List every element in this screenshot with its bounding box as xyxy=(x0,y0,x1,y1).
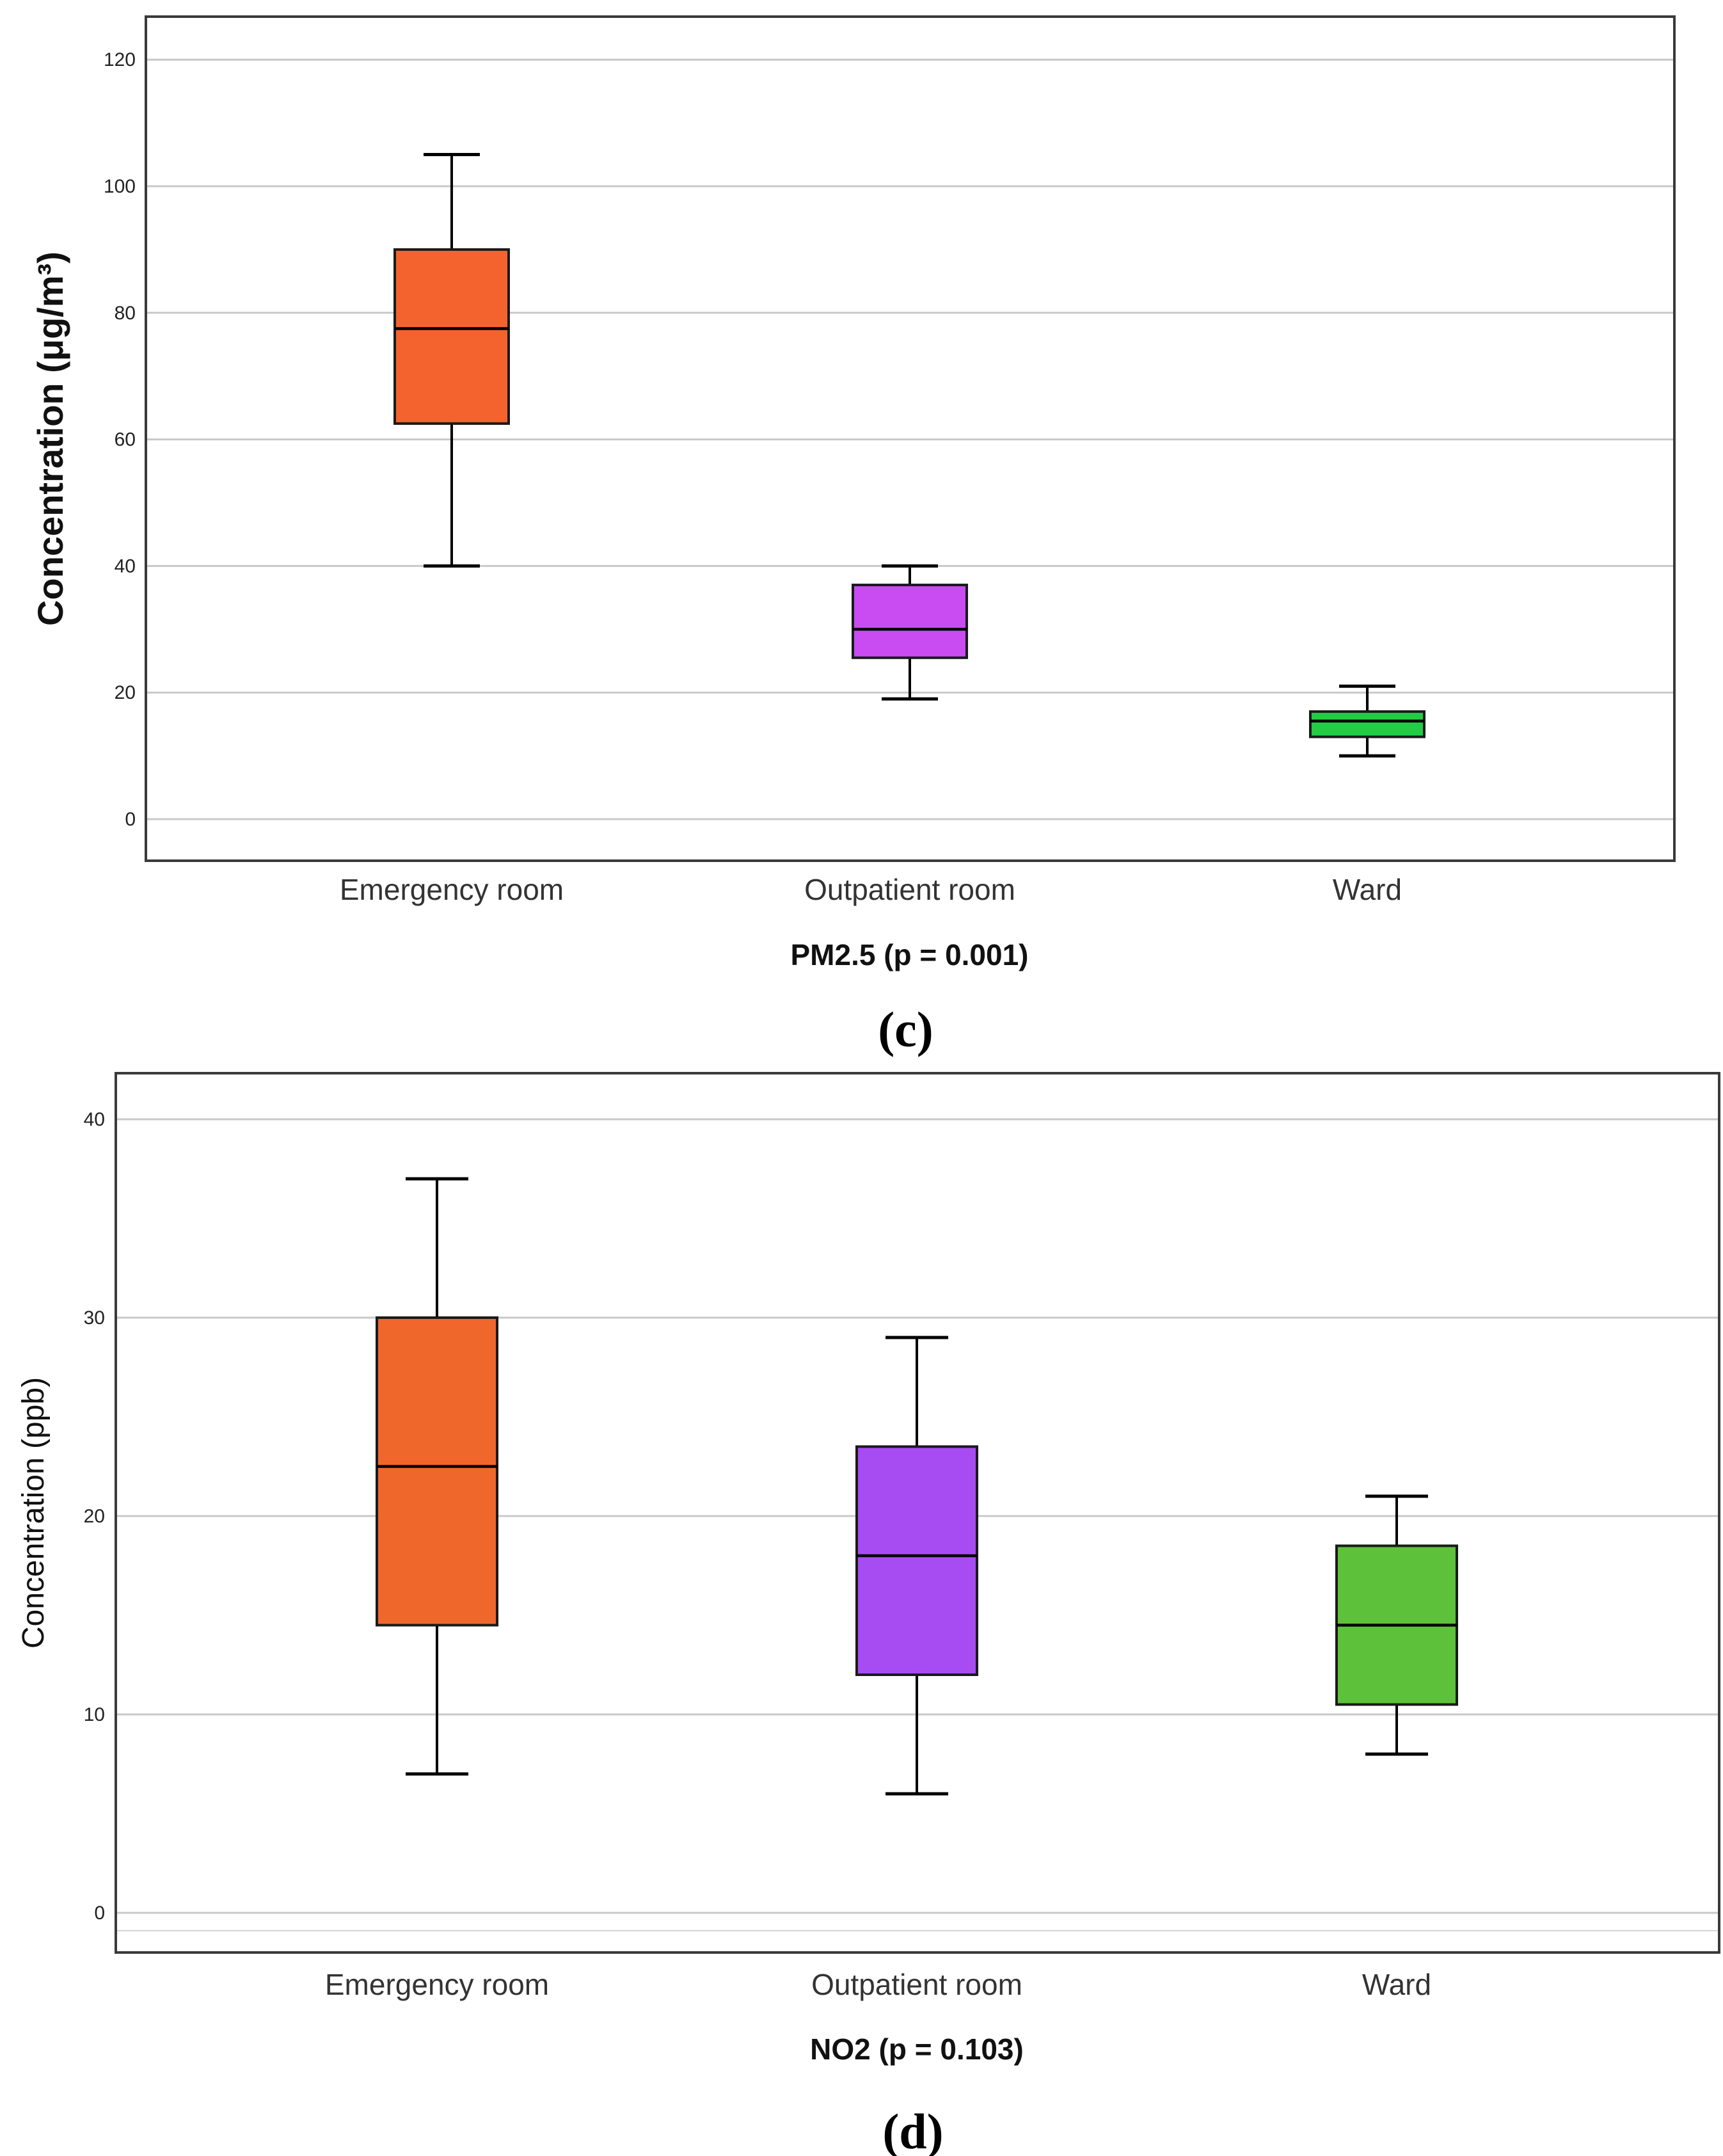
y-tick-label: 10 xyxy=(84,1704,105,1725)
y-tick-label: 30 xyxy=(84,1307,105,1329)
x-axis-title: PM2.5 (p = 0.001) xyxy=(791,938,1029,971)
y-tick-label: 0 xyxy=(94,1903,105,1924)
box-emergency-room xyxy=(376,1177,498,1776)
iqr-box xyxy=(393,248,510,425)
panel-label: (d) xyxy=(882,2104,943,2156)
chart-panel-c: 0 20 40 60 80 100 120 Emergency room Outpatient … xyxy=(30,15,1676,1057)
box-ward xyxy=(1309,684,1425,758)
x-category-label: Ward xyxy=(1333,873,1402,906)
y-tick-label: 40 xyxy=(115,555,136,577)
x-axis-title: NO2 (p = 0.103) xyxy=(810,2032,1024,2066)
y-axis-title: Concentration (ppb) xyxy=(17,1377,51,1649)
chart-panel-d: 0 10 20 30 40 Emergency room Outpatient room Wa… xyxy=(17,1072,1720,2156)
y-tick-label: 120 xyxy=(104,49,136,70)
y-tick-label: 20 xyxy=(115,682,136,703)
iqr-box xyxy=(855,1445,978,1676)
y-tick-label: 40 xyxy=(84,1109,105,1130)
y-tick-label: 100 xyxy=(104,176,136,197)
iqr-box xyxy=(1309,710,1425,739)
iqr-box xyxy=(376,1316,498,1627)
x-category-label: Outpatient room xyxy=(804,873,1015,906)
panel-label: (c) xyxy=(878,1002,933,1057)
iqr-box xyxy=(852,584,968,659)
y-axis-title: Concentration (μg/m³) xyxy=(30,252,70,626)
y-tick-label: 80 xyxy=(115,303,136,324)
y-tick-label: 0 xyxy=(125,809,136,830)
x-category-label: Outpatient room xyxy=(811,1968,1022,2001)
y-tick-label: 20 xyxy=(84,1506,105,1527)
box-outpatient-room xyxy=(855,1336,978,1796)
x-category-label: Ward xyxy=(1362,1968,1431,2001)
x-category-label: Emergency room xyxy=(325,1968,549,2001)
box-ward xyxy=(1335,1494,1458,1756)
box-emergency-room xyxy=(393,153,510,568)
plot-frame xyxy=(145,15,1676,862)
box-outpatient-room xyxy=(852,564,968,701)
x-category-label: Emergency room xyxy=(340,873,564,906)
y-tick-label: 60 xyxy=(115,429,136,451)
plot-frame xyxy=(115,1072,1720,1954)
